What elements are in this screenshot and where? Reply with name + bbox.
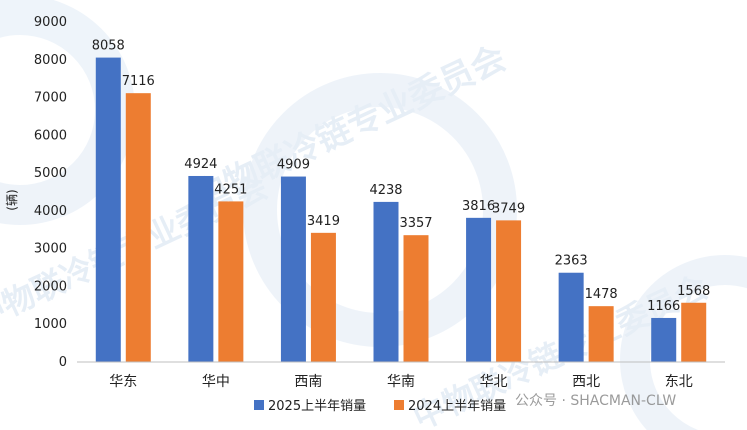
bar-2025 (651, 317, 677, 362)
bar-2024 (496, 220, 522, 362)
y-tick-label: 4000 (34, 204, 67, 219)
y-axis-ticks: 0 1000 2000 3000 4000 5000 6000 7000 8000 9000 (34, 15, 67, 370)
data-label-2024: 3419 (307, 214, 340, 229)
bar-2025 (188, 175, 214, 362)
y-tick-label: 5000 (34, 166, 67, 181)
y-tick-label: 1000 (34, 317, 67, 332)
source-watermark: 公众号 · SHACMAN-CLW (515, 393, 676, 409)
data-label-2025: 8058 (92, 39, 125, 54)
y-tick-label: 0 (59, 355, 67, 370)
data-label-2024: 4251 (214, 182, 247, 197)
y-tick-label: 7000 (34, 91, 67, 106)
legend-label-2024: 2024上半年销量 (408, 399, 506, 414)
x-tick-label: 华东 (109, 374, 137, 390)
legend-swatch-2025 (254, 400, 264, 410)
data-label-2025: 4909 (277, 158, 310, 173)
x-tick-label: 华中 (202, 374, 230, 390)
x-tick-label: 华南 (387, 374, 415, 390)
bar-2025 (558, 272, 584, 362)
y-tick-label: 6000 (34, 128, 67, 143)
y-tick-label: 3000 (34, 242, 67, 257)
data-label-2024: 1568 (677, 284, 710, 299)
x-tick-label: 东北 (665, 374, 693, 390)
x-tick-label: 西南 (294, 374, 322, 390)
legend: 2025上半年销量 2024上半年销量 (254, 399, 506, 414)
data-label-2025: 1166 (647, 299, 680, 314)
data-label-2024: 7116 (122, 74, 155, 89)
y-tick-label: 2000 (34, 279, 67, 294)
bar-2025 (95, 57, 121, 362)
bars (95, 57, 707, 362)
legend-label-2025: 2025上半年销量 (268, 399, 366, 414)
data-label-2025: 4924 (184, 157, 217, 172)
bar-2025 (373, 201, 399, 362)
y-tick-label: 8000 (34, 53, 67, 68)
watermark-ring-right (620, 255, 747, 430)
bar-2024 (403, 235, 429, 362)
x-axis-labels: 华东 华中 西南 华南 华北 西北 东北 (109, 374, 692, 390)
bar-2024 (588, 306, 614, 362)
data-label-2025: 3816 (462, 199, 495, 214)
data-label-2025: 4238 (369, 183, 402, 198)
bar-2024 (125, 93, 151, 362)
bar-2025 (280, 176, 306, 362)
bar-2024 (681, 302, 707, 362)
legend-swatch-2024 (394, 400, 404, 410)
y-axis-label: (辆) (5, 189, 19, 210)
x-tick-label: 西北 (572, 374, 600, 390)
data-label-2024: 3357 (399, 216, 432, 231)
y-tick-label: 9000 (34, 15, 67, 30)
bar-2024 (218, 201, 244, 362)
data-label-2024: 3749 (492, 201, 525, 216)
data-label-2024: 1478 (585, 287, 618, 302)
data-labels: 8058 7116 4924 4251 4909 3419 4238 3357 38163749… (92, 39, 711, 314)
bar-2024 (310, 232, 336, 362)
x-tick-label: 华北 (480, 374, 508, 390)
data-label-2025: 2363 (555, 254, 588, 269)
bar-2025 (466, 217, 492, 362)
